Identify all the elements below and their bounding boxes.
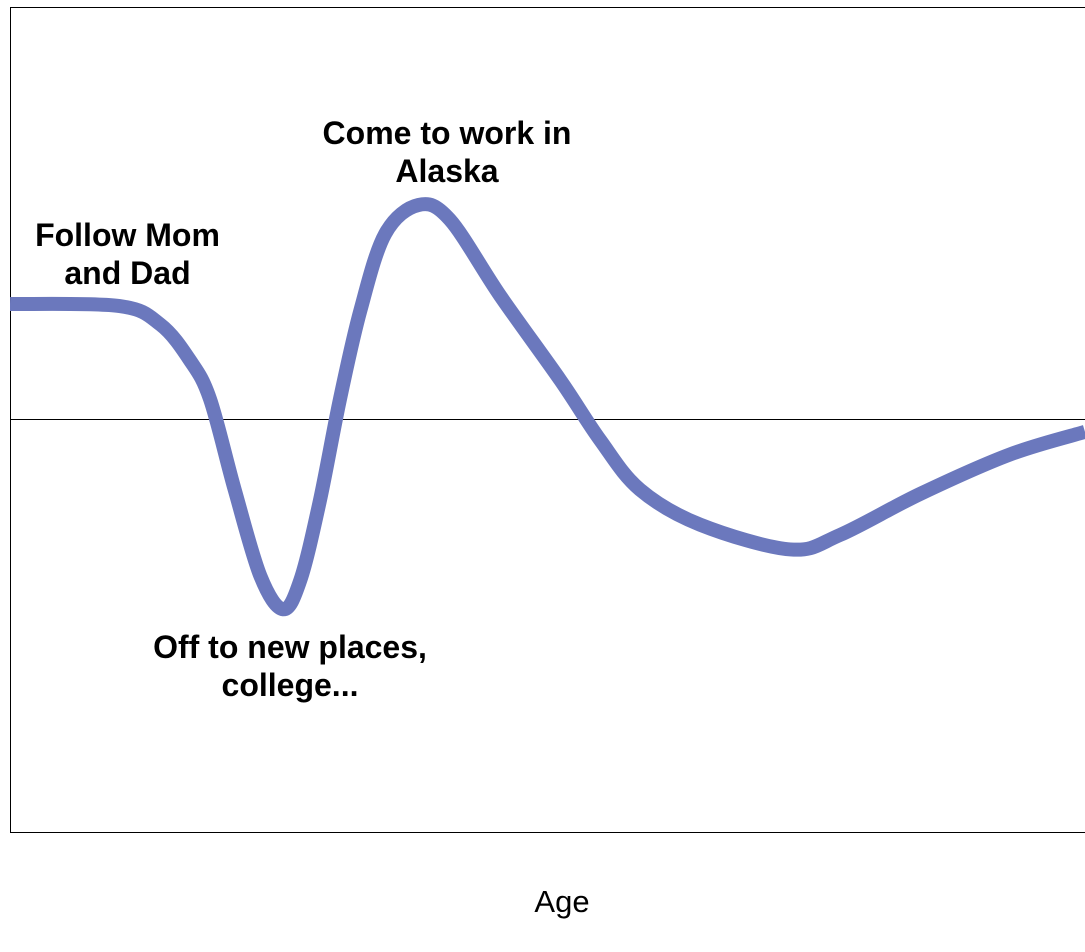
data-line — [10, 197, 1085, 617]
plot-area — [10, 197, 1085, 617]
annotation: Off to new places, college... — [153, 629, 427, 703]
annotation: Follow Mom and Dad — [35, 217, 220, 291]
x-axis-label: Age — [534, 884, 590, 919]
annotation: Come to work in Alaska — [322, 115, 572, 189]
